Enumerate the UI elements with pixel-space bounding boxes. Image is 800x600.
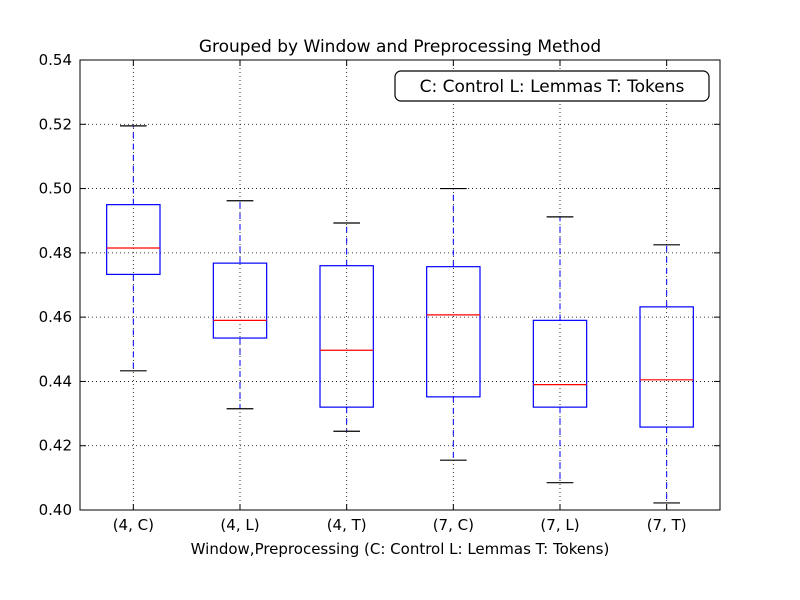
- iqr-box: [319, 265, 374, 408]
- x-tick-label: (7, C): [433, 516, 474, 534]
- legend-frame: [394, 70, 710, 102]
- box-group: [106, 125, 161, 372]
- iqr-box: [106, 204, 161, 275]
- iqr-box: [212, 262, 268, 339]
- tick-layer: 0.40 0.42 0.44 0.46 0.48 0.50 0.52 0.54 (4, C) (4…: [39, 51, 720, 534]
- iqr-box: [426, 266, 481, 398]
- y-tick-label: 0.44: [39, 372, 72, 390]
- chart-title: Grouped by Window and Preprocessing Meth…: [199, 37, 601, 57]
- y-tick-label: 0.50: [39, 180, 72, 198]
- box-group: [212, 200, 268, 410]
- legend-box: C: Control L: Lemmas T: Tokens: [394, 70, 710, 102]
- iqr-box: [532, 319, 588, 408]
- y-tick-label: 0.42: [39, 437, 72, 455]
- box-group: [639, 244, 694, 504]
- y-tick-label: 0.40: [39, 501, 72, 519]
- x-tick-label: (4, L): [220, 516, 259, 534]
- legend-text: C: Control L: Lemmas T: Tokens: [420, 77, 685, 97]
- box-group: [319, 222, 374, 432]
- x-tick-label: (4, T): [327, 516, 367, 534]
- x-axis-label: Window,Preprocessing (C: Control L: Lemm…: [191, 540, 610, 558]
- y-tick-label: 0.46: [39, 308, 72, 326]
- box-group: [532, 216, 588, 484]
- y-tick-label: 0.48: [39, 244, 72, 262]
- box-group: [426, 187, 481, 461]
- x-tick-label: (7, T): [647, 516, 687, 534]
- x-tick-label: (7, L): [540, 516, 579, 534]
- y-tick-label: 0.52: [39, 115, 72, 133]
- box-layer: [106, 125, 694, 504]
- iqr-box: [639, 306, 694, 428]
- plot-frame: [79, 59, 721, 511]
- y-tick-label: 0.54: [39, 51, 72, 69]
- x-tick-label: (4, C): [113, 516, 154, 534]
